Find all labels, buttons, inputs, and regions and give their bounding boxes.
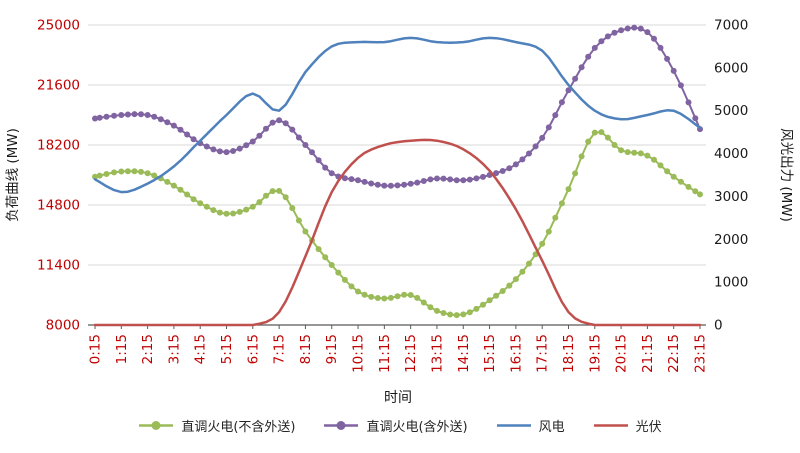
legend-item-solar: 光伏 xyxy=(593,416,662,435)
series-3 xyxy=(93,138,702,327)
svg-text:10:15: 10:15 xyxy=(351,334,367,373)
svg-text:6:15: 6:15 xyxy=(245,334,261,364)
svg-text:17:15: 17:15 xyxy=(535,334,551,373)
svg-text:13:15: 13:15 xyxy=(430,334,446,373)
svg-text:18:15: 18:15 xyxy=(561,334,577,373)
svg-text:16:15: 16:15 xyxy=(508,334,524,373)
line-chart: 8000 11400 14800 18200 21600 25000 0 1000 2000 30… xyxy=(5,18,794,407)
svg-text:7000: 7000 xyxy=(714,18,748,34)
svg-text:11:15: 11:15 xyxy=(377,334,393,373)
svg-text:3:15: 3:15 xyxy=(166,334,182,364)
svg-text:3000: 3000 xyxy=(714,189,748,205)
right-axis-title: 风光出力 (MW) xyxy=(778,128,794,222)
svg-text:6000: 6000 xyxy=(714,60,748,76)
svg-text:21:15: 21:15 xyxy=(640,334,656,373)
svg-text:4000: 4000 xyxy=(714,146,748,162)
left-axis-title: 负荷曲线 (MW) xyxy=(5,128,21,222)
svg-text:22:15: 22:15 xyxy=(666,334,682,373)
right-axis-tick-labels: 0 1000 2000 3000 4000 5000 6000 7000 xyxy=(714,18,748,334)
svg-text:18200: 18200 xyxy=(37,138,80,154)
svg-text:2000: 2000 xyxy=(714,232,748,248)
svg-text:1000: 1000 xyxy=(714,275,748,291)
legend-label-solar: 光伏 xyxy=(635,420,662,435)
svg-text:7:15: 7:15 xyxy=(272,334,288,364)
legend-line-icon xyxy=(593,424,628,427)
legend-line-dot-icon xyxy=(139,421,174,430)
svg-text:25000: 25000 xyxy=(37,18,80,34)
svg-text:5:15: 5:15 xyxy=(219,334,235,364)
series-1 xyxy=(92,24,703,189)
svg-text:14800: 14800 xyxy=(37,198,80,214)
legend-line-dot-icon xyxy=(324,421,359,430)
x-axis-title: 时间 xyxy=(384,390,412,406)
svg-text:0:15: 0:15 xyxy=(88,334,104,364)
svg-text:1:15: 1:15 xyxy=(114,334,130,364)
svg-text:5000: 5000 xyxy=(714,103,748,119)
gridlines xyxy=(88,24,706,266)
svg-text:21600: 21600 xyxy=(37,78,80,94)
svg-text:14:15: 14:15 xyxy=(456,334,472,373)
svg-text:19:15: 19:15 xyxy=(587,334,603,373)
legend-label-thermal-incl-export: 直调火电(含外送) xyxy=(366,420,468,435)
legend-line-icon xyxy=(496,424,531,427)
legend-label-wind: 风电 xyxy=(538,420,565,435)
svg-text:8:15: 8:15 xyxy=(298,334,314,364)
svg-text:23:15: 23:15 xyxy=(693,334,709,373)
svg-text:20:15: 20:15 xyxy=(614,334,630,373)
legend-item-thermal-excl-export: 直调火电(不含外送) xyxy=(138,416,295,435)
svg-text:11400: 11400 xyxy=(37,258,80,274)
legend-item-wind: 风电 xyxy=(496,416,565,435)
left-axis-tick-labels: 8000 11400 14800 18200 21600 25000 xyxy=(37,18,80,334)
legend-label-thermal-excl-export: 直调火电(不含外送) xyxy=(181,420,296,435)
legend-item-thermal-incl-export: 直调火电(含外送) xyxy=(323,416,468,435)
svg-text:4:15: 4:15 xyxy=(193,334,209,364)
svg-text:15:15: 15:15 xyxy=(482,334,498,373)
svg-text:8000: 8000 xyxy=(46,318,80,334)
series-0 xyxy=(92,129,703,319)
svg-text:2:15: 2:15 xyxy=(140,334,156,364)
chart-legend: 直调火电(不含外送) 直调火电(含外送) 风电 光伏 xyxy=(0,416,800,435)
x-axis-tick-labels: 0:15 1:15 2:15 3:15 4:15 5:15 6:15 7:15 8:15 9:15… xyxy=(88,334,709,373)
svg-text:0: 0 xyxy=(714,318,723,334)
series-2 xyxy=(93,36,702,194)
svg-text:9:15: 9:15 xyxy=(324,334,340,364)
svg-text:12:15: 12:15 xyxy=(403,334,419,373)
